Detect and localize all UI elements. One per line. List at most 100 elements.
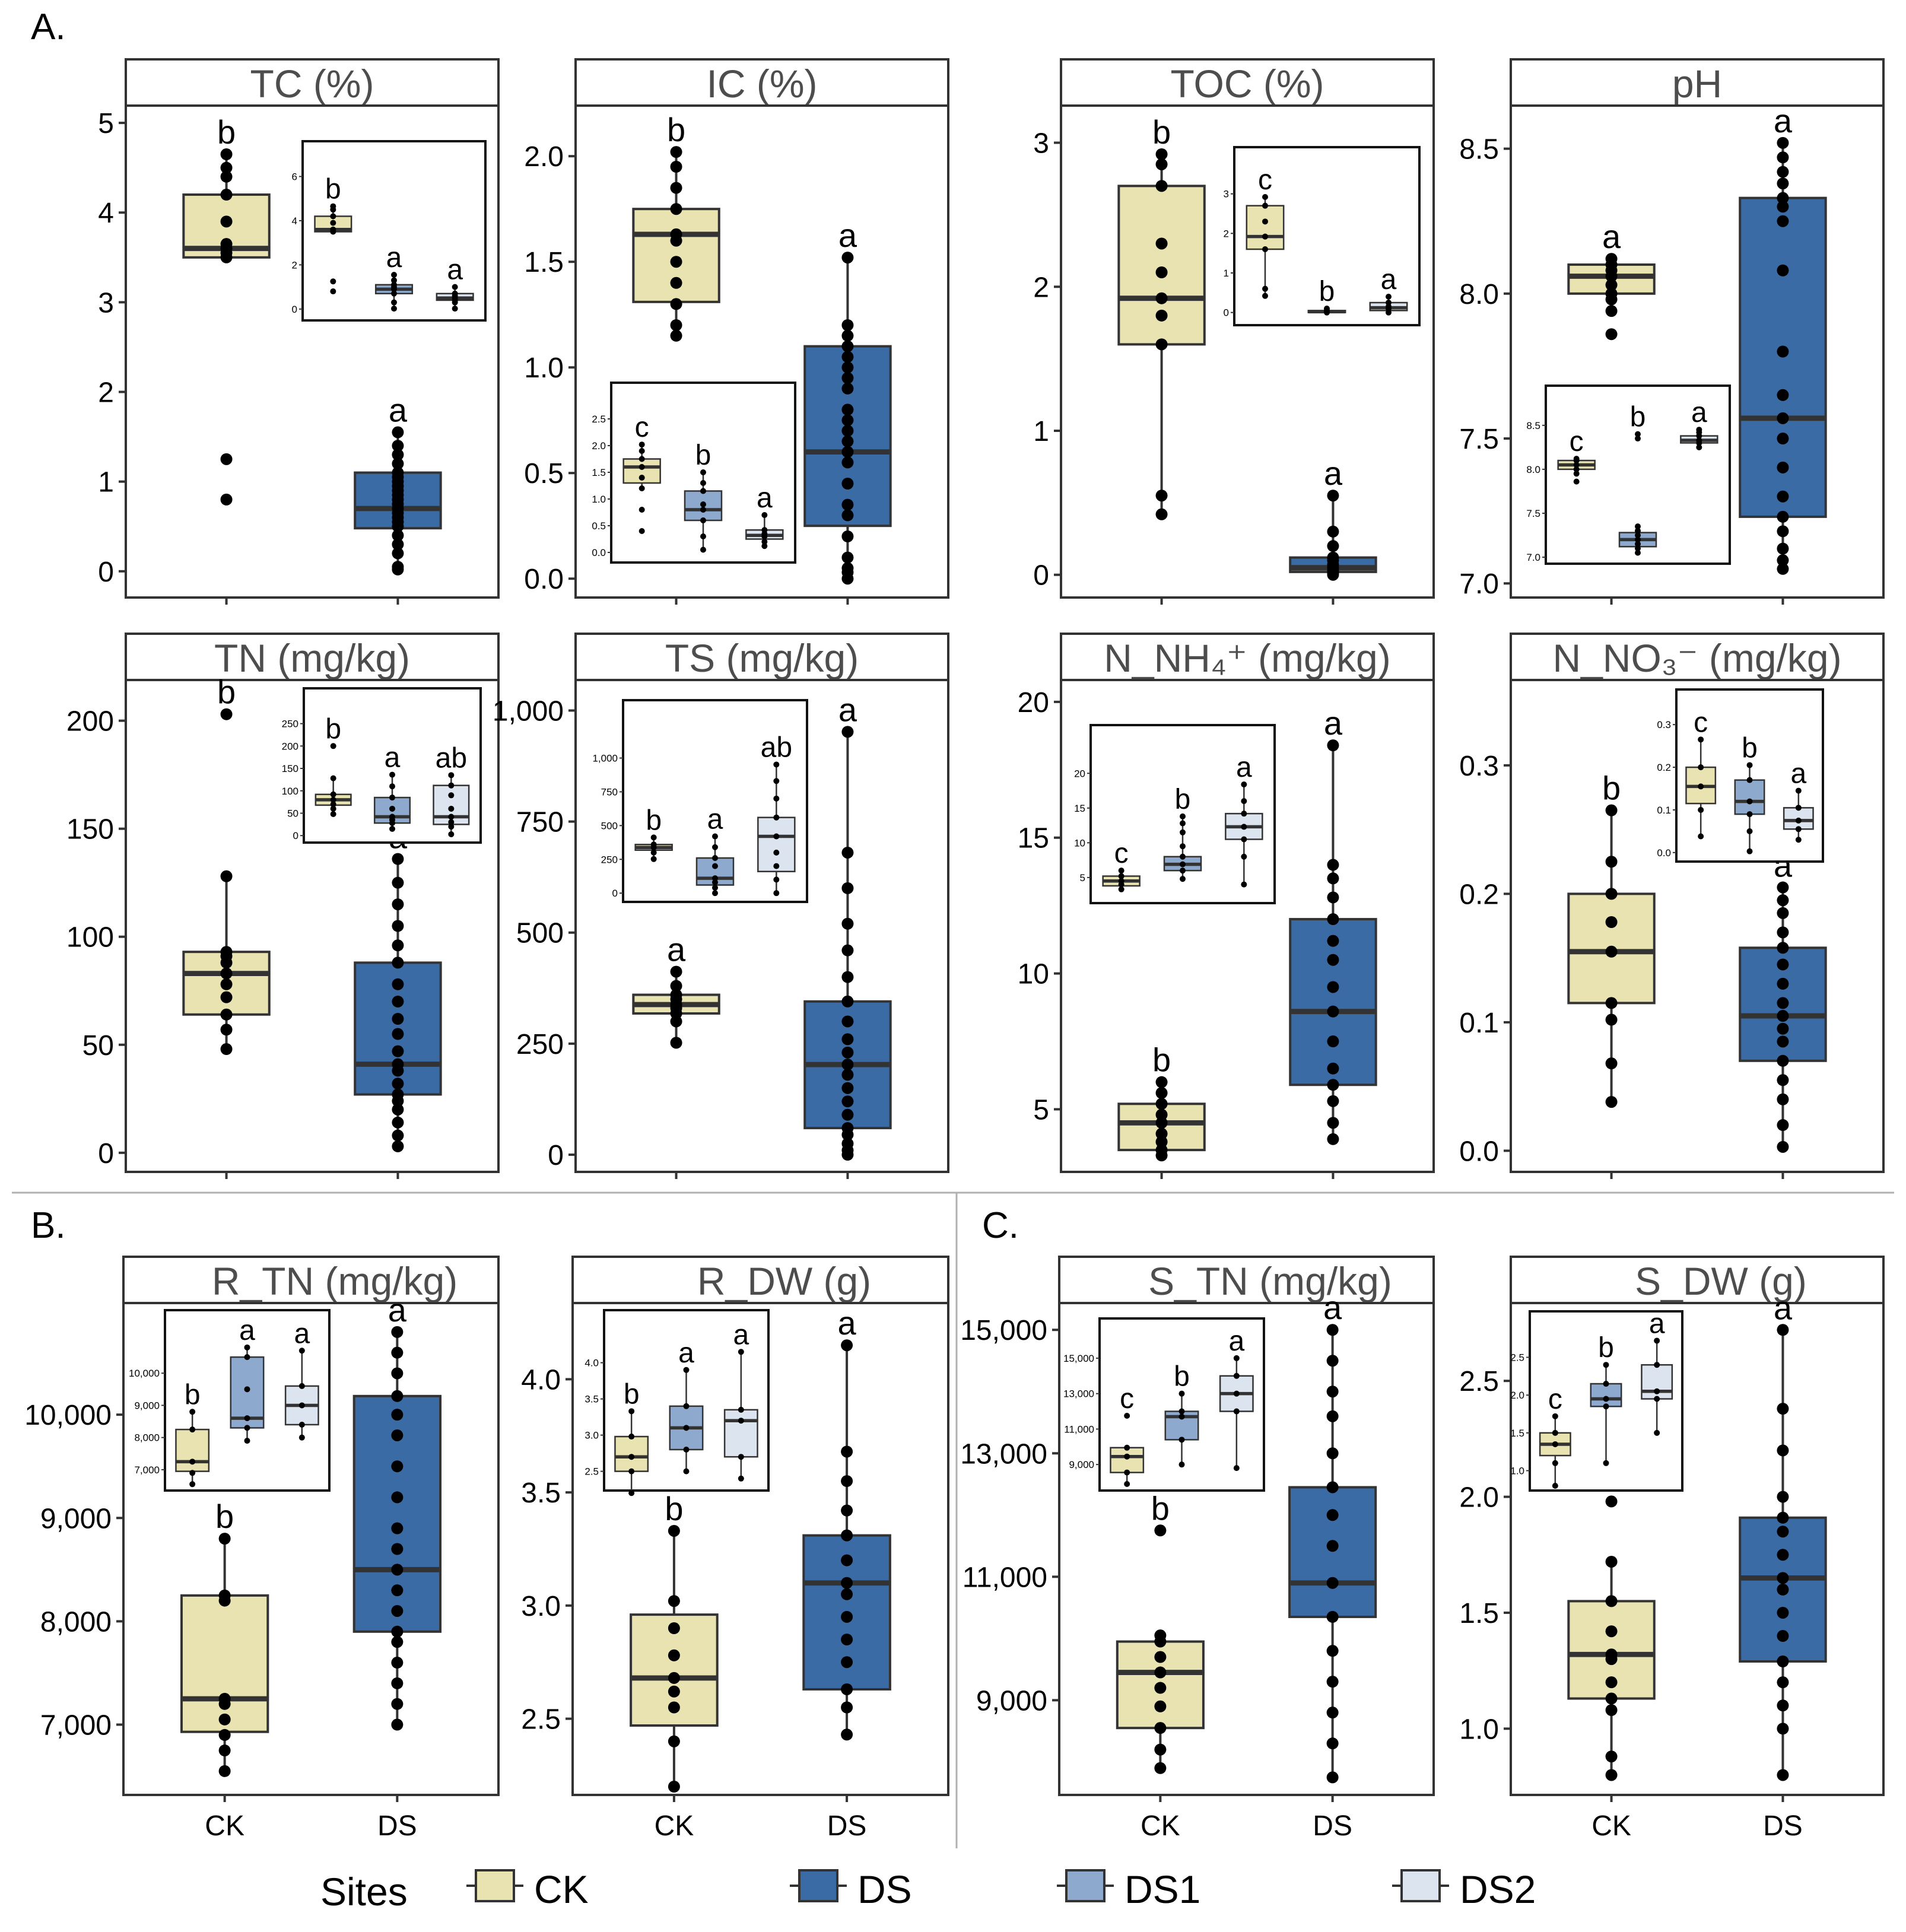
inset-box-ck-point bbox=[189, 1481, 196, 1488]
inset-box-ds1-point bbox=[1635, 536, 1641, 543]
inset-y-tick-label: 7.0 bbox=[1526, 552, 1540, 563]
inset-box-ck-box bbox=[175, 1428, 210, 1472]
box-ds-point bbox=[392, 995, 404, 1008]
panel-tc: TC (%) 0 1 2 3 4 5 b a 0 2 4 6 b a a bbox=[98, 58, 500, 605]
inset-box-ck-point bbox=[638, 448, 645, 454]
inset-box-ds2-point bbox=[773, 833, 780, 840]
inset-box-ds2-point bbox=[773, 778, 780, 784]
box-ds-point bbox=[1777, 201, 1789, 213]
inset-box-ds2-letter: a bbox=[1381, 264, 1397, 295]
inset-box-ds1-letter: a bbox=[239, 1315, 255, 1346]
inset-y-tick-label: 500 bbox=[601, 820, 618, 831]
box-ds-point bbox=[1777, 894, 1789, 907]
box-ck-point bbox=[1605, 1595, 1618, 1607]
box-ds-point bbox=[392, 466, 404, 479]
inset-box-ds1-point bbox=[389, 795, 395, 801]
box-ck-point bbox=[1155, 1144, 1168, 1156]
inset-box-ck-point bbox=[638, 456, 645, 462]
inset-box-ds1-point bbox=[700, 546, 706, 553]
inset-y-tick-label: 9,000 bbox=[1069, 1459, 1094, 1470]
inset-box-ck-point bbox=[1262, 202, 1268, 209]
inset-box-ds2-point bbox=[1654, 1337, 1660, 1344]
inset-box-ds1-point bbox=[1635, 523, 1641, 530]
inset-box-ds2-letter: ab bbox=[436, 742, 467, 774]
inset-box-ds2-point bbox=[738, 1418, 744, 1424]
inset-box-ds1-point bbox=[700, 488, 706, 494]
box-ds-point bbox=[841, 1577, 853, 1589]
inset-box-ck-letter: c bbox=[1258, 164, 1272, 196]
panel-strip bbox=[1510, 633, 1885, 681]
inset-no3: 0.0 0.1 0.2 0.3 c ba bbox=[1657, 688, 1824, 863]
inset-toc: 0 1 2 3 c b a bbox=[1224, 146, 1421, 326]
y-tick-label: 150 bbox=[66, 814, 114, 846]
inset-box-ck-point bbox=[638, 528, 645, 534]
box-ck-point bbox=[670, 146, 682, 158]
y-tick-label: 10 bbox=[1018, 959, 1049, 990]
box-ck-point bbox=[1155, 266, 1168, 278]
box-ds-point bbox=[841, 361, 854, 374]
box-ds-point bbox=[391, 1718, 404, 1731]
box-ds-point bbox=[1777, 1140, 1789, 1153]
y-tick-label: 5 bbox=[98, 108, 114, 139]
box-ds-point bbox=[1326, 1386, 1339, 1398]
panel-title: R_TN (mg/kg) bbox=[212, 1259, 458, 1303]
inset-box-ds1-point bbox=[1178, 1461, 1185, 1468]
box-ds-point bbox=[841, 1445, 853, 1458]
box-ck-point bbox=[668, 1622, 680, 1634]
inset-box-ds2-letter: a bbox=[447, 255, 463, 286]
inset-box-ds2-point bbox=[738, 1475, 744, 1482]
panel-tn: TN (mg/kg) 0 50 100 150 200 b a 0 50 100 150 200 250 b… bbox=[66, 633, 500, 1179]
inset-box-ds1-point bbox=[1746, 762, 1753, 768]
inset-y-tick-label: 0.5 bbox=[592, 520, 606, 532]
inset-box-ds1-point bbox=[712, 875, 718, 882]
box-ck-point bbox=[668, 1685, 680, 1698]
inset-y-tick-label: 0 bbox=[293, 830, 298, 841]
inset-box-ds1-point bbox=[1746, 798, 1753, 805]
panel-title: TC (%) bbox=[250, 62, 374, 106]
inset-box-ck-letter: b bbox=[646, 805, 662, 836]
box-ds-point bbox=[841, 944, 854, 957]
panel-title: pH bbox=[1672, 62, 1722, 106]
box-ck-point bbox=[668, 1781, 680, 1793]
inset-box-ck-point bbox=[330, 278, 336, 285]
inset-box-ds1-point bbox=[1180, 868, 1186, 874]
inset-box-ck-letter: c bbox=[635, 412, 649, 443]
inset-box-ck-box bbox=[1246, 205, 1285, 250]
inset-box-ds1-point bbox=[1180, 876, 1186, 882]
inset-box-ck-letter: c bbox=[1694, 707, 1708, 738]
panel-strip bbox=[1060, 58, 1435, 107]
y-tick-label: 3.5 bbox=[521, 1477, 561, 1509]
box-ds-point bbox=[841, 382, 854, 395]
inset-box-ds2-letter: a bbox=[1691, 397, 1707, 428]
box-ds-point bbox=[392, 1116, 404, 1129]
inset-box-ds2-point bbox=[1241, 836, 1247, 843]
legend-swatch-ds1 bbox=[1065, 1869, 1106, 1902]
box-ds-point bbox=[841, 1122, 854, 1135]
panel-strip bbox=[571, 1256, 949, 1304]
inset-box-ds2-point bbox=[773, 890, 780, 897]
box-ds-point bbox=[841, 1610, 853, 1623]
box-ck-box bbox=[180, 1594, 269, 1733]
box-ck-point bbox=[220, 946, 233, 958]
box-ds-point bbox=[1327, 954, 1339, 966]
inset-box-ds2-point bbox=[452, 306, 458, 312]
y-tick-label: 0.3 bbox=[1459, 751, 1499, 782]
inset-y-tick-label: 2.0 bbox=[592, 440, 606, 452]
box-ds-point bbox=[391, 1636, 404, 1648]
inset-box-ds1-point bbox=[712, 844, 718, 850]
x-tick-label: DS bbox=[1313, 1810, 1352, 1842]
box-ck-point bbox=[218, 1744, 231, 1757]
inset-box-ds1-point bbox=[1180, 820, 1186, 827]
inset-box-ds1-point bbox=[244, 1425, 250, 1431]
panel-title: S_TN (mg/kg) bbox=[1148, 1259, 1392, 1303]
section-label-c: C. bbox=[982, 1205, 1019, 1246]
inset-box-ck-point bbox=[1262, 218, 1268, 225]
box-ds-point bbox=[392, 1013, 404, 1025]
y-tick-label: 500 bbox=[516, 918, 564, 949]
inset-y-tick-label: 10 bbox=[1074, 837, 1085, 849]
box-ds-point bbox=[841, 1554, 853, 1566]
box-ds-point bbox=[1777, 1511, 1789, 1524]
inset-box-ds1-point bbox=[712, 890, 718, 897]
box-ck-point bbox=[1605, 888, 1618, 900]
